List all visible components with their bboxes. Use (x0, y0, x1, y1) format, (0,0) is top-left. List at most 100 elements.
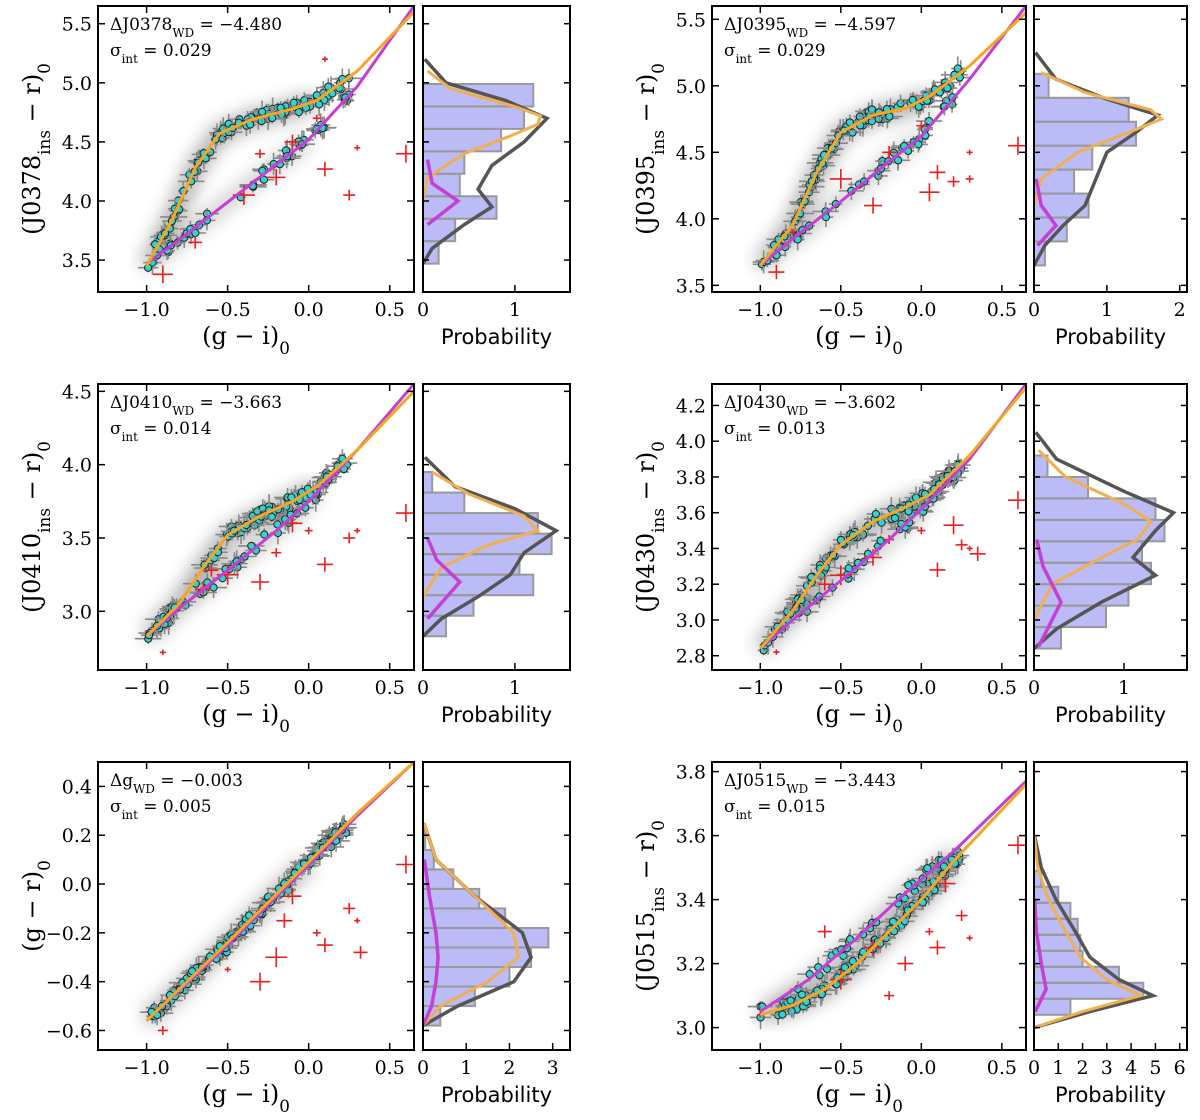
hist-x-tick-label: 3 (547, 1057, 559, 1079)
y-tick-label: 4.2 (676, 395, 706, 417)
hist-x-tick-label: 5 (1149, 1057, 1161, 1079)
hist-x-tick-label: 2 (1077, 1057, 1089, 1079)
outlier-point (925, 928, 934, 936)
y-tick-label: −0.6 (46, 1020, 92, 1042)
panel-6: −1.0 −0.5 0.0 0.5 3.0 3.2 3.4 3.6 3.8 (g − i)0 (J0… (632, 761, 1188, 1116)
x-tick-label: −0.5 (205, 677, 251, 699)
outlier-point (250, 972, 271, 991)
hist-x-tick-label: 6 (1174, 1057, 1186, 1079)
outlier-point (1007, 136, 1026, 155)
kde-combined (1034, 835, 1159, 1030)
x-tick-label: −1.0 (737, 299, 783, 321)
x-axis-label: (g − i)0 (202, 322, 290, 358)
histogram-bar (423, 848, 435, 871)
outlier-point (316, 937, 333, 953)
hist-x-axis-label: Probability (1055, 325, 1166, 349)
histogram-panel: 0 1 Probability (1028, 383, 1188, 727)
kde-orange (1034, 835, 1146, 1030)
outlier-point (271, 548, 282, 558)
outlier-point (265, 947, 288, 968)
y-tick-label: 0.2 (62, 825, 92, 847)
y-tick-label: 5.5 (62, 14, 92, 36)
outlier-point (817, 577, 832, 591)
panel-3: −1.0 −0.5 0.0 0.5 3.0 3.5 4.0 4.5 (g − i)0 (J0410… (18, 381, 571, 736)
annotation-offset: ΔJ0378WD = −4.480 (110, 15, 282, 40)
x-tick-label: 0.0 (294, 677, 324, 699)
outlier-points (768, 121, 1026, 280)
outlier-point (316, 557, 333, 572)
kde-orange (423, 69, 543, 202)
annotation-sigma: σint = 0.029 (110, 41, 212, 66)
x-axis-label: (g − i)0 (815, 700, 903, 736)
x-axis-label: (g − i)0 (202, 700, 290, 736)
kde-orange (1034, 71, 1165, 206)
outlier-point (768, 264, 785, 280)
model-curve-orange (759, 11, 1026, 267)
outlier-point (224, 966, 231, 973)
x-tick-label: −0.5 (818, 299, 864, 321)
x-tick-label: −1.0 (124, 1057, 170, 1079)
outlier-point (255, 149, 266, 159)
kde-orange (423, 822, 520, 1027)
y-tick-label: 3.4 (676, 890, 706, 912)
histogram-panel: 0 1 2 Probability (1028, 5, 1188, 349)
outlier-point (354, 527, 361, 534)
outlier-point (312, 929, 321, 937)
histogram-panel: 0 1 Probability (417, 5, 571, 349)
hist-x-tick-label: 0 (417, 1057, 429, 1079)
y-tick-label: 4.0 (62, 455, 92, 477)
x-tick-label: 0.0 (294, 299, 324, 321)
histogram-bar (423, 491, 466, 515)
hist-x-tick-label: 2 (1174, 299, 1186, 321)
hist-x-axis-label: Probability (441, 325, 552, 349)
kde-magenta (1034, 178, 1059, 247)
y-tick-label: 3.0 (676, 1018, 706, 1040)
data-point (273, 101, 288, 115)
y-tick-label: 3.8 (676, 762, 706, 784)
panel-4: −1.0 −0.5 0.0 0.5 2.8 3.0 3.2 3.4 3.6 3.8 4.0 4.2 (g… (632, 383, 1188, 736)
y-tick-label: 3.5 (62, 250, 92, 272)
data-point (900, 899, 916, 922)
kde-magenta (423, 859, 440, 1027)
outlier-point (157, 1025, 168, 1035)
histogram-bar (1034, 454, 1049, 478)
annotation-sigma: σint = 0.015 (724, 797, 826, 822)
kde-magenta (1034, 539, 1063, 648)
outlier-point (152, 265, 173, 284)
x-tick-label: 0.5 (987, 1057, 1017, 1079)
hist-x-tick-label: 1 (1052, 1057, 1064, 1079)
y-axis-label: (J0515ins − r)0 (632, 820, 668, 992)
annotation-sigma: σint = 0.014 (110, 419, 212, 444)
y-tick-label: 4.5 (676, 142, 706, 164)
y-tick-label: 3.6 (676, 826, 706, 848)
outlier-point (304, 527, 313, 535)
outlier-points (152, 56, 414, 284)
y-tick-label: 3.2 (676, 954, 706, 976)
hist-x-tick-label: 0 (1028, 677, 1040, 699)
x-tick-label: −0.5 (818, 1057, 864, 1079)
y-axis-label: (g − r)0 (18, 860, 54, 952)
scatter-frame (97, 383, 415, 671)
x-tick-label: −1.0 (124, 677, 170, 699)
model-curve-magenta (145, 6, 414, 265)
x-tick-label: −0.5 (205, 299, 251, 321)
histogram-panel: 0 1 2 3 Probability (417, 761, 571, 1107)
outlier-point (947, 176, 960, 187)
model-curve-orange (145, 762, 414, 1022)
data-point (866, 508, 886, 520)
y-tick-label: −0.4 (46, 972, 92, 994)
annotation-offset: ΔJ0410WD = −3.663 (110, 393, 282, 418)
hist-x-tick-label: 1 (1101, 299, 1113, 321)
outlier-point (789, 229, 796, 235)
annotation-sigma: σint = 0.029 (724, 41, 826, 66)
outlier-point (312, 114, 321, 122)
histogram-bar (423, 127, 503, 153)
outlier-point (882, 146, 897, 159)
outlier-point (916, 121, 927, 131)
outlier-point (829, 969, 852, 990)
scatter-plot-area (134, 384, 414, 656)
y-tick-label: 4.0 (62, 191, 92, 213)
outlier-point (284, 134, 301, 150)
outlier-point (395, 144, 414, 163)
outlier-point (919, 183, 940, 202)
